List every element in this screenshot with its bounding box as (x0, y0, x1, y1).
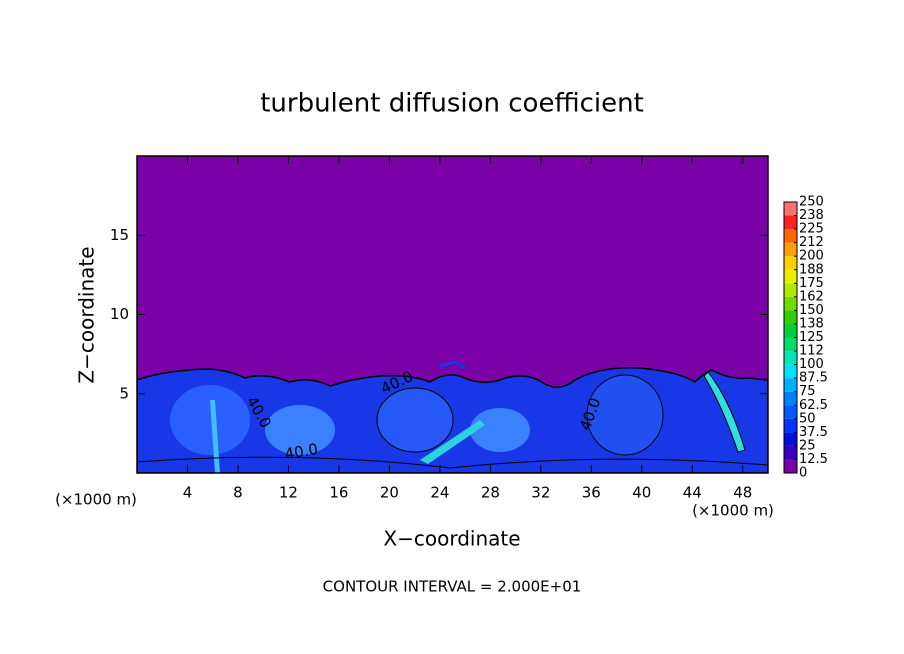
colorbar-band (784, 364, 797, 379)
colorbar-band (784, 378, 797, 392)
colorbar-band (784, 445, 797, 460)
colorbar-label: 0 (799, 466, 807, 481)
colorbar-label: 212 (799, 235, 824, 250)
field-streak (420, 420, 485, 464)
colorbar-label: 200 (799, 249, 824, 264)
colorbar-label: 37.5 (799, 425, 828, 440)
x-tick-label: 40 (632, 484, 651, 502)
colorbar-label: 87.5 (799, 371, 828, 386)
colorbar-band (784, 242, 797, 257)
colorbar-band (784, 215, 797, 230)
x-tick-label: 32 (531, 484, 550, 502)
colorbar-label: 188 (799, 262, 824, 277)
colorbar-band (784, 405, 797, 419)
x-tick-label: 16 (329, 484, 348, 502)
colorbar-label: 150 (799, 303, 824, 318)
field-blob (265, 405, 335, 455)
field-streak (703, 371, 746, 453)
field-wisp (439, 360, 466, 370)
y-unit-label: (×1000 m) (55, 491, 137, 509)
colorbar-label: 162 (799, 289, 824, 304)
x-tick-label: 12 (279, 484, 298, 502)
field-streak (210, 400, 220, 473)
x-tick-label: 20 (380, 484, 399, 502)
field (137, 360, 768, 473)
colorbar-label: 50 (799, 411, 816, 426)
colorbar-band (784, 418, 797, 433)
colorbar-band (784, 351, 797, 365)
x-axis-label: X−coordinate (383, 527, 520, 551)
colorbar-label: 225 (799, 222, 824, 237)
field-blob (470, 408, 530, 452)
colorbar-band (784, 283, 797, 297)
colorbar-label: 138 (799, 316, 824, 331)
y-axis-label: Z−coordinate (75, 246, 99, 383)
colorbar-label: 75 (799, 384, 816, 399)
colorbar-label: 175 (799, 276, 824, 291)
x-tick-label: 44 (683, 484, 702, 502)
colorbar-band (784, 269, 797, 284)
colorbar-label: 100 (799, 357, 824, 372)
x-tick-label: 4 (183, 484, 193, 502)
colorbar-label: 62.5 (799, 398, 828, 413)
colorbar-band (784, 229, 797, 243)
field-blob (586, 374, 664, 456)
x-unit-label: (×1000 m) (692, 502, 774, 520)
chart-title: turbulent diffusion coefficient (260, 89, 644, 119)
x-tick-label: 24 (430, 484, 449, 502)
contour-label: 40.0 (283, 440, 319, 464)
colorbar-band (784, 337, 797, 352)
colorbar-label: 125 (799, 330, 824, 345)
colorbar-band (784, 391, 797, 406)
colorbar-band (784, 323, 797, 338)
colorbar-label: 250 (799, 195, 824, 210)
colorbar-band (784, 296, 797, 311)
field-blob (170, 385, 250, 455)
colorbar-band (784, 310, 797, 324)
colorbar-label: 112 (799, 344, 824, 359)
colorbar-label: 25 (799, 438, 816, 453)
colorbar-band (784, 256, 797, 270)
colorbar-band (784, 432, 797, 446)
y-tick-label: 15 (110, 226, 129, 244)
x-tick-label: 8 (233, 484, 243, 502)
field-contour (137, 456, 768, 469)
y-tick-label: 5 (119, 384, 129, 402)
footer: CONTOUR INTERVAL = 2.000E+01 (323, 578, 582, 596)
field-blob (376, 387, 454, 453)
x-tick-label: 36 (582, 484, 601, 502)
x-tick-label: 48 (733, 484, 752, 502)
colorbar-label: 12.5 (799, 452, 828, 467)
x-tick-label: 28 (481, 484, 500, 502)
colorbar-label: 238 (799, 208, 824, 223)
colorbar-band (784, 202, 797, 216)
y-tick-label: 10 (110, 305, 129, 323)
colorbar-band (784, 459, 797, 473)
